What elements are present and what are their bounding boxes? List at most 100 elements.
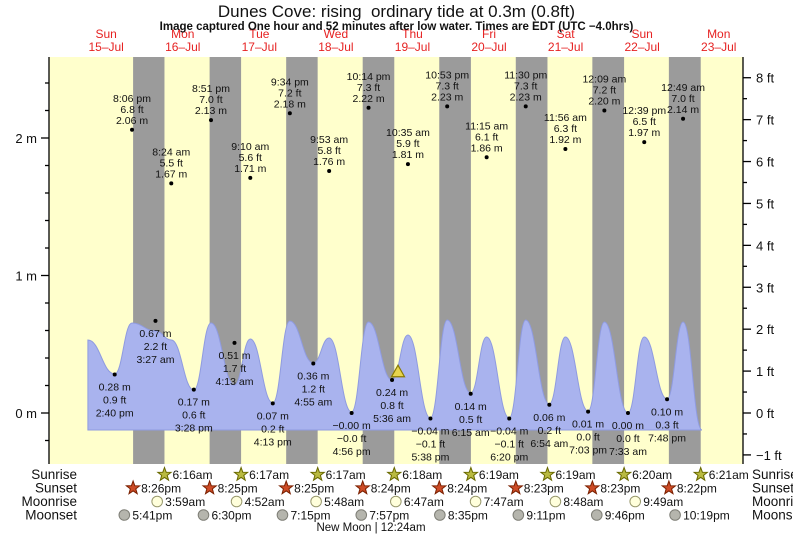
moonset-icon <box>276 509 289 521</box>
sunset-icon <box>584 479 601 495</box>
tide-point <box>586 409 591 414</box>
tide-annotation-line: 7.0 ft <box>199 94 222 106</box>
legend-entry: 8:25pm <box>201 479 258 496</box>
sunrise-icon <box>539 466 556 482</box>
tide-point <box>602 108 607 113</box>
tide-annotation-line: 0.2 ft <box>261 423 284 435</box>
chart-subtitle: Image captured One hour and 52 minutes a… <box>159 21 634 33</box>
tide-annotation-line: 2.23 m <box>510 91 542 103</box>
moonrise-icon <box>151 495 163 508</box>
sunset-icon <box>201 479 218 495</box>
moonset-icon <box>118 509 131 521</box>
tide-annotation-line: 9:10 am <box>231 141 269 153</box>
tide-annotation-line: 0.0 ft <box>616 433 639 445</box>
day-label-weekday: Mon <box>171 27 194 41</box>
moonrise-time: 7:47am <box>484 495 524 509</box>
moonset-row-label-left: Moonset <box>25 508 77 523</box>
low-tide-annotation: 0.51 m1.7 ft4:13 am <box>216 340 254 388</box>
sunset-time: 8:22pm <box>677 482 717 496</box>
moonset-time: 5:41pm <box>132 509 172 523</box>
tide-annotation-line: 6.1 ft <box>475 131 498 143</box>
day-label-weekday: Mon <box>707 27 730 41</box>
tide-annotation-line: 5.8 ft <box>317 145 340 157</box>
high-tide-annotation: 8:24 am5.5 ft1.67 m <box>152 146 190 186</box>
moonset-time: 6:30pm <box>211 509 251 523</box>
low-tide-annotation: 0.07 m0.2 ft4:13 pm <box>254 401 292 448</box>
tide-point <box>327 169 332 173</box>
tide-annotation-line: 1.97 m <box>628 127 660 139</box>
tide-point <box>366 105 371 110</box>
low-tide-annotation: 0.10 m0.3 ft7:48 pm <box>648 397 686 444</box>
sunset-time: 8:25pm <box>218 482 258 496</box>
y-axis-left-label: 1 m <box>15 269 37 284</box>
legend-entry: 8:25pm <box>278 479 334 496</box>
y-axis-right-label: 6 ft <box>756 155 774 170</box>
sunset-row-label-right: Sunset <box>752 481 793 496</box>
tide-annotation-line: 10:53 pm <box>425 69 469 81</box>
tide-annotation-line: 11:56 am <box>544 112 587 124</box>
tide-annotation-line: 0.9 ft <box>103 395 126 407</box>
tide-annotation-line: 7.3 ft <box>436 80 459 92</box>
tide-annotation-line: 5:38 pm <box>411 452 449 464</box>
legend-entry: 6:21am <box>692 466 749 482</box>
legend-entry: 10:19pm <box>669 509 730 523</box>
tide-annotation-line: 2.18 m <box>274 98 306 110</box>
tide-point <box>428 416 433 421</box>
moonrise-icon <box>310 495 322 508</box>
legend-entry: 6:30pm <box>197 509 252 523</box>
tide-annotation-line: 0.3 ft <box>655 419 678 431</box>
moonrise-row-label-right: Moonrise <box>752 494 793 509</box>
axes <box>41 57 751 464</box>
tide-point <box>445 104 450 109</box>
low-tide-annotation: −0.04 m−0.1 ft6:20 pm <box>490 416 529 464</box>
legend-entry: 6:19am <box>462 466 519 482</box>
day-label-date: 20–Jul <box>471 40 506 54</box>
legend-entry: 9:11pm <box>512 509 565 523</box>
tide-annotation-line: 1.71 m <box>234 163 266 175</box>
high-tide-annotation: 10:35 am5.9 ft1.81 m <box>386 127 430 167</box>
moonset-time: 10:19pm <box>683 509 730 523</box>
tide-annotation-line: 9:34 pm <box>271 76 309 88</box>
day-label-date: 18–Jul <box>318 40 353 54</box>
tide-annotation-line: −0.0 ft <box>337 433 367 445</box>
day-labels: Sun15–JulMon16–JulTue17–JulWed18–JulThu1… <box>88 27 736 54</box>
legend-entry: 5:41pm <box>118 509 172 523</box>
tide-annotation-line: 6.3 ft <box>554 123 577 135</box>
tide-annotation-line: 0.28 m <box>99 382 131 394</box>
day-label-date: 15–Jul <box>88 40 123 54</box>
y-axis-right-label: 8 ft <box>756 71 774 86</box>
tide-annotation-line: 2.2 ft <box>144 341 167 353</box>
tide-point <box>248 175 253 180</box>
y-axis-right-label: −1 ft <box>756 448 782 463</box>
low-tide-annotation: 0.01 m0.0 ft7:03 pm <box>569 409 607 457</box>
moonset-time: 8:35pm <box>448 509 488 523</box>
moonrise-icon <box>230 495 243 508</box>
moonrise-time: 4:52am <box>245 495 285 509</box>
legend-entry: 8:48am <box>549 495 603 509</box>
tide-annotation-line: 8:06 pm <box>113 93 151 105</box>
legend-entry: 8:23pm <box>507 479 564 496</box>
tide-point <box>208 118 213 123</box>
legend-entry: 7:47am <box>469 495 524 509</box>
tide-annotation-line: 7:33 am <box>609 446 647 458</box>
sunrise-icon <box>233 466 250 482</box>
legend-entry: 7:15pm <box>276 509 330 523</box>
day-label-date: 16–Jul <box>165 40 200 54</box>
low-tide-annotation: 0.06 m0.2 ft6:54 am <box>530 402 569 450</box>
tide-annotation-line: 10:14 pm <box>347 71 391 83</box>
tide-point <box>169 181 174 186</box>
tide-point <box>390 378 395 382</box>
tide-annotation-line: 7.3 ft <box>514 80 537 92</box>
tide-annotation-line: 1.76 m <box>313 156 345 168</box>
tide-annotation-line: −0.1 ft <box>494 439 524 451</box>
legend-entry: 8:23pm <box>584 479 640 496</box>
low-tide-annotation: 0.24 m0.8 ft5:36 am <box>373 378 411 425</box>
legend-entry: 6:19am <box>539 466 596 482</box>
day-label-weekday: Tue <box>249 27 270 41</box>
tide-annotation-line: 1.92 m <box>549 134 581 146</box>
legend-entry: 6:16am <box>156 466 212 482</box>
tide-point <box>405 162 410 167</box>
tide-annotations: 0.28 m0.9 ft2:40 pm 8:06 pm6.8 ft2.06 m 0.… <box>96 69 705 463</box>
